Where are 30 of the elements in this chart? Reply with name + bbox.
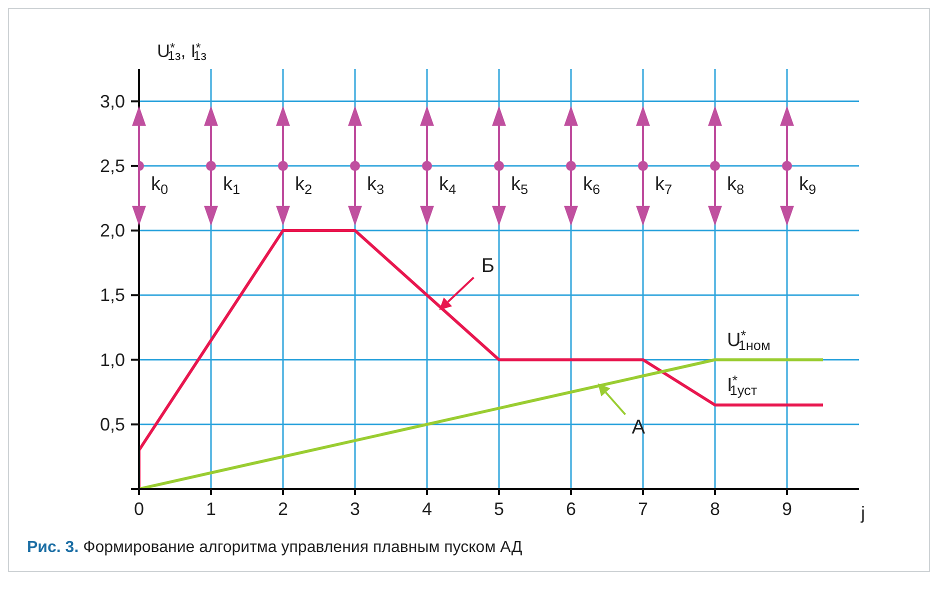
x-tick-label: 7: [638, 499, 648, 519]
text: Б: [481, 255, 495, 278]
annotation: k$_{1}$: [223, 174, 240, 196]
x-tick-label: 6: [566, 499, 576, 519]
x-tick-label: 4: [422, 499, 432, 519]
x-tick-label: 0: [134, 499, 144, 519]
annotation: k$_{4}$: [439, 174, 456, 196]
y-tick-label: 0,5: [100, 414, 125, 434]
annotation: k$_{8}$: [727, 174, 744, 196]
x-tick-label: 3: [350, 499, 360, 519]
annotation: k$_{9}$: [799, 174, 816, 196]
y-tick-label: 1,5: [100, 285, 125, 306]
annotation: k$_{7}$: [655, 174, 672, 196]
line-series: [139, 229, 824, 489]
annotation: k$_{6}$: [583, 174, 600, 196]
x-axis-title: j: [860, 503, 865, 523]
x-tick-label: 8: [710, 499, 720, 519]
annotation: k$_{5}$: [511, 174, 528, 196]
x-tick-label: 1: [206, 499, 216, 519]
annotation: k$_{0}$: [151, 174, 168, 196]
y-tick-label: 2,0: [100, 220, 125, 241]
text: Рис. 3. Формирование алгоритма управления плавным пуском АД: [26, 539, 524, 558]
annotation: k$_{2}$: [295, 174, 312, 196]
y-tick-label: 2,5: [100, 156, 125, 176]
annotation: k$_{3}$: [367, 174, 384, 196]
y-tick-label: 1,0: [100, 350, 125, 370]
x-tick-label: 9: [782, 499, 792, 519]
x-tick-label: 2: [278, 499, 288, 519]
y-tick-label: 3,0: [100, 91, 125, 112]
x-tick-label: 5: [494, 499, 504, 519]
